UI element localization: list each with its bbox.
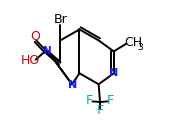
Text: 3: 3: [138, 43, 143, 52]
Text: HO: HO: [21, 55, 41, 67]
Text: CH: CH: [125, 36, 143, 49]
Text: F: F: [107, 94, 114, 107]
Text: O: O: [30, 30, 40, 43]
Text: F: F: [86, 94, 93, 107]
Text: F: F: [96, 105, 104, 117]
Text: N: N: [68, 80, 78, 90]
Text: N: N: [109, 68, 118, 78]
Text: Br: Br: [53, 13, 67, 26]
Text: N: N: [43, 46, 52, 56]
